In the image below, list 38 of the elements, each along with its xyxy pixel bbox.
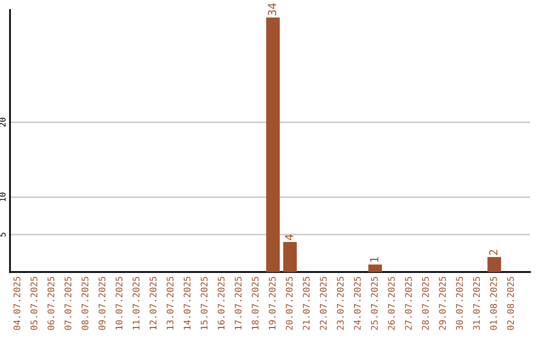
x-tick-label: 31.07.2025: [473, 276, 480, 330]
data-label: 4: [284, 234, 294, 240]
data-label: 2: [489, 250, 498, 255]
x-tick-label: 28.07.2025: [422, 276, 429, 330]
x-tick-label: 20.07.2025: [286, 276, 293, 330]
x-tick-label: 25.07.2025: [370, 276, 378, 330]
x-tick-label: 02.08.2025: [507, 276, 514, 330]
x-tick-label: 29.07.2025: [439, 276, 446, 330]
x-tick-label: 24.07.2025: [354, 276, 361, 330]
bar: [368, 264, 382, 272]
data-label: 1: [370, 257, 378, 262]
x-tick-label: 18.07.2025: [252, 276, 259, 330]
data-label: 34: [268, 3, 276, 16]
x-tick-label: 19.07.2025: [268, 276, 276, 330]
x-tick-label: 22.07.2025: [320, 276, 327, 330]
bar: [283, 242, 297, 272]
x-tick-label: 16.07.2025: [218, 276, 225, 330]
bar: [487, 257, 502, 272]
x-tick-label: 05.07.2025: [30, 276, 38, 330]
x-tick-label: 15.07.2025: [200, 276, 208, 330]
x-tick-label: 11.07.2025: [132, 276, 140, 330]
x-tick-label: 01.08.2025: [490, 276, 497, 330]
x-tick-label: 07.07.2025: [64, 276, 72, 330]
x-tick-label: 13.07.2025: [166, 276, 174, 330]
x-tick-label: 08.07.2025: [82, 276, 88, 330]
x-tick-label: 12.07.2025: [150, 276, 156, 330]
x-tick-label: 04.07.2025: [13, 276, 20, 330]
x-tick-label: 21.07.2025: [302, 276, 310, 330]
x-tick-label: 17.07.2025: [234, 276, 242, 330]
x-tick-label: 30.07.2025: [456, 276, 463, 330]
x-tick-label: 09.07.2025: [98, 276, 106, 330]
bar: [266, 17, 280, 272]
x-tick-label: 27.07.2025: [404, 276, 412, 330]
x-tick-label: 06.07.2025: [48, 276, 54, 330]
x-tick-label: 14.07.2025: [184, 276, 191, 330]
x-tick-label: 23.07.2025: [336, 276, 344, 330]
x-tick-label: 26.07.2025: [388, 276, 395, 330]
x-tick-label: 10.07.2025: [116, 276, 122, 330]
